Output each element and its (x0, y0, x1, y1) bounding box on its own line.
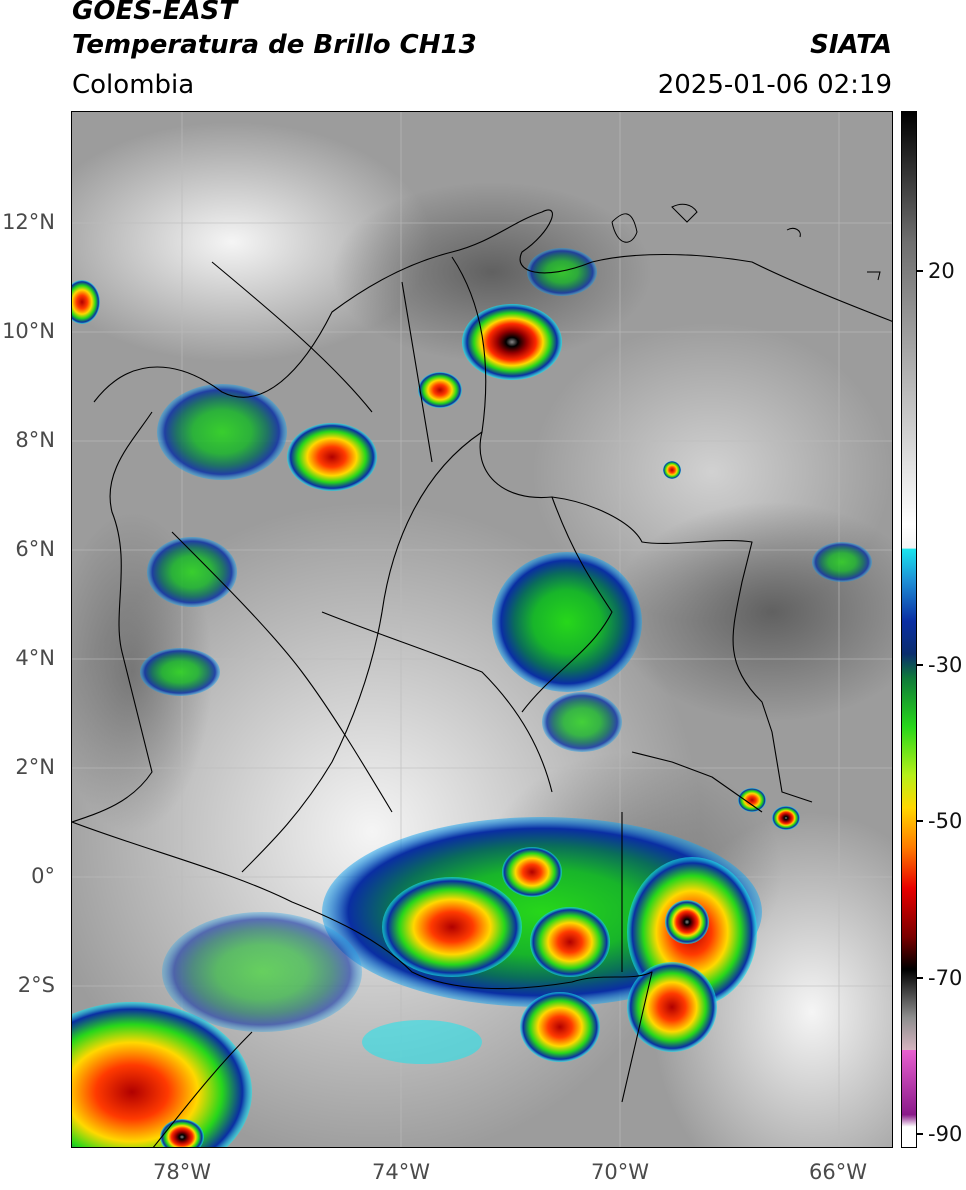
colorbar-label-20: 20 (928, 259, 955, 283)
lat-label-8N: 8°N (15, 428, 55, 452)
lat-label-0: 0° (31, 864, 55, 888)
lon-label-78W: 78°W (153, 1160, 211, 1184)
lat-label-4N: 4°N (15, 646, 55, 670)
colorbar-label-minus30: -30 (928, 653, 963, 677)
colorbar-label-minus70: -70 (928, 966, 963, 990)
colorbar-label-minus50: -50 (928, 809, 963, 833)
satellite-title: GOES-EAST (72, 0, 238, 26)
lat-label-6N: 6°N (15, 537, 55, 561)
lat-label-10N: 10°N (2, 319, 55, 343)
colorbar-tick (917, 664, 923, 666)
lon-label-74W: 74°W (372, 1160, 430, 1184)
lon-label-66W: 66°W (809, 1160, 867, 1184)
lat-label-2S: 2°S (17, 973, 55, 997)
lat-label-12N: 12°N (2, 210, 55, 234)
satellite-map[interactable] (71, 111, 893, 1148)
colorbar-tick (917, 1133, 923, 1135)
colorbar-label-minus90: -90 (928, 1122, 963, 1146)
lon-label-70W: 70°W (591, 1160, 649, 1184)
temperature-colorbar (901, 111, 917, 1148)
colorbar-tick (917, 270, 923, 272)
colorbar-tick (917, 977, 923, 979)
timestamp-label: 2025-01-06 02:19 (657, 70, 892, 100)
product-title: Temperatura de Brillo CH13 (72, 30, 477, 60)
agency-label: SIATA (810, 30, 892, 60)
colorbar-tick (917, 820, 923, 822)
region-label: Colombia (72, 70, 195, 100)
map-canvas (72, 112, 892, 1147)
lat-label-2N: 2°N (15, 755, 55, 779)
